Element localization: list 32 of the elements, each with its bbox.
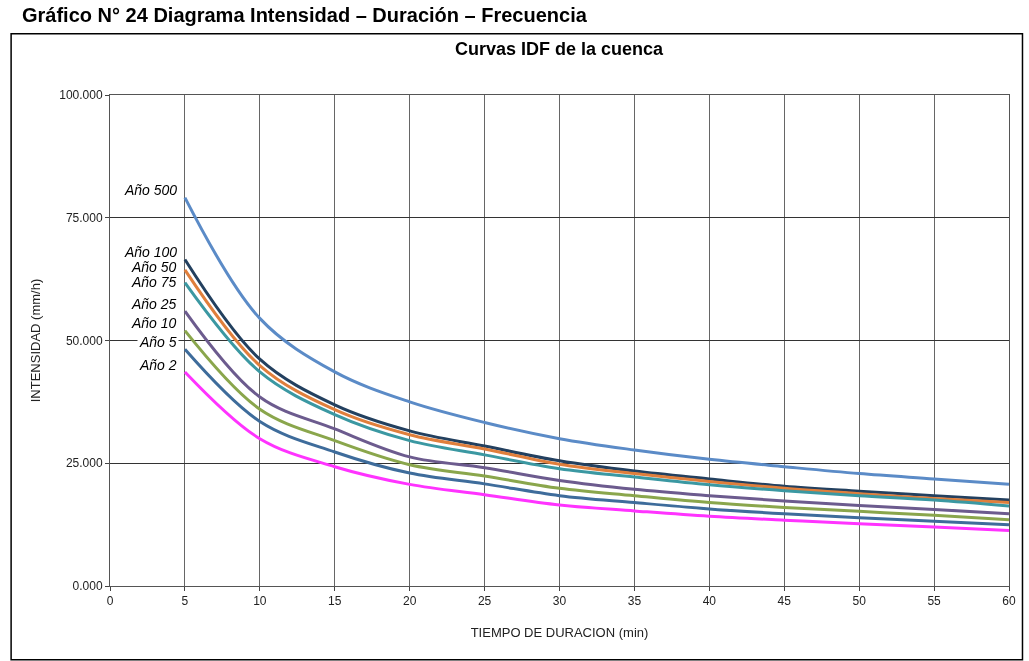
x-tick-label: 25 <box>477 594 492 609</box>
y-tick-label: 25.000 <box>65 456 103 471</box>
y-tick-label: 50.000 <box>65 333 103 348</box>
series-label: Año 75 <box>131 274 177 290</box>
series-label: Año 10 <box>131 315 177 331</box>
series-label: Año 100 <box>124 244 178 260</box>
chart-subtitle: Curvas IDF de la cuenca <box>455 39 665 59</box>
line-series <box>183 370 1009 533</box>
x-tick-label: 0 <box>106 594 114 609</box>
x-tick-label: 55 <box>927 594 942 609</box>
x-tick-label: 50 <box>852 594 867 609</box>
x-tick-label: 10 <box>253 594 267 609</box>
series-label: Año 5 <box>139 334 177 350</box>
y-tick-label: 100.000 <box>59 88 103 103</box>
series-label: Año 500 <box>124 182 178 198</box>
x-tick-label: 60 <box>1002 594 1016 609</box>
y-tick-label: 75.000 <box>65 210 103 225</box>
series-label: Año 50 <box>131 259 177 275</box>
chart-title: Gráfico N° 24 Diagrama Intensidad – Duración – Frecuencia <box>22 4 588 26</box>
y-tick-label: 0.000 <box>72 579 103 594</box>
series-label: Año 2 <box>139 357 177 373</box>
x-tick-label: 35 <box>627 594 642 609</box>
line-series <box>183 196 1009 486</box>
x-tick-label: 5 <box>181 594 189 609</box>
x-tick-label: 40 <box>702 594 717 609</box>
x-tick-label: 15 <box>328 594 342 609</box>
x-tick-label: 20 <box>402 594 417 609</box>
x-axis-title: TIEMPO DE DURACION (min) <box>470 625 649 640</box>
y-axis-title: INTENSIDAD (mm/h) <box>28 278 44 403</box>
x-tick-label: 45 <box>777 594 792 609</box>
x-tick-label: 30 <box>552 594 567 609</box>
series-label: Año 25 <box>131 296 177 312</box>
